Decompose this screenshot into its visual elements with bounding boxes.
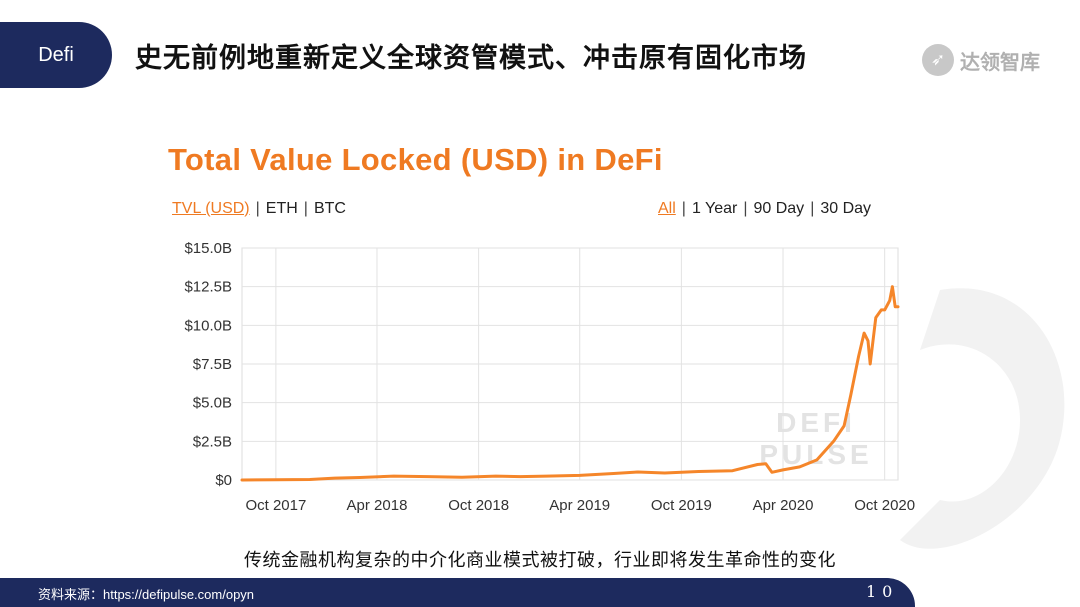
toggle-separator: |	[255, 200, 260, 217]
section-tag-label: Defi	[38, 43, 74, 66]
x-tick-label: Oct 2019	[651, 497, 712, 514]
x-tick-label: Apr 2018	[347, 497, 408, 514]
y-axis: $0 $2.5B $5.0B $7.5B $10.0B $12.5B $15.0B	[184, 240, 232, 489]
x-tick-label: Apr 2020	[753, 497, 814, 514]
y-tick-label: $12.5B	[184, 279, 232, 296]
brand-logo-text: 达领智库	[960, 51, 1040, 74]
tvl-line-chart: DEFI PULSE $0 $2.5B $5.0B $7.5B $10.0B $12.5B…	[184, 240, 915, 514]
footer-bar: 资料来源：https://defipulse.com/opyn 10	[0, 578, 915, 607]
x-tick-label: Oct 2020	[854, 497, 915, 514]
page-number: 10	[866, 582, 899, 601]
chart-series	[240, 285, 900, 482]
defi-pulse-watermark: DEFI PULSE	[759, 407, 872, 470]
x-tick-label: Oct 2018	[448, 497, 509, 514]
chart-grid	[241, 247, 899, 481]
metric-toggle-group: TVL (USD) | ETH | BTC	[172, 200, 346, 218]
toggle-eth[interactable]: ETH	[265, 200, 298, 217]
y-tick-label: $0	[215, 472, 232, 489]
x-tick-label: Apr 2019	[549, 497, 610, 514]
range-toggle-group: All | 1 Year | 90 Day | 30 Day	[658, 200, 871, 218]
rocket-icon: ➶	[922, 44, 954, 76]
y-tick-label: $5.0B	[193, 395, 232, 412]
source-note: 资料来源：https://defipulse.com/opyn	[38, 587, 255, 602]
chart-title: Total Value Locked (USD) in DeFi	[168, 142, 663, 177]
y-tick-label: $15.0B	[184, 240, 232, 257]
tvl-series-line	[240, 285, 900, 482]
toggle-separator: |	[681, 200, 686, 217]
toggle-1-year[interactable]: 1 Year	[691, 200, 738, 217]
y-tick-label: $2.5B	[193, 433, 232, 450]
toggle-btc[interactable]: BTC	[313, 200, 346, 217]
toggle-30-day[interactable]: 30 Day	[820, 200, 872, 217]
x-tick-label: Oct 2017	[245, 497, 306, 514]
y-tick-label: $7.5B	[193, 356, 232, 373]
brand-logo: ➶ 达领智库	[922, 44, 1040, 76]
watermark-line-2: PULSE	[759, 439, 872, 470]
toggle-separator: |	[810, 200, 815, 217]
toggle-separator: |	[303, 200, 308, 217]
y-tick-label: $10.0B	[184, 317, 232, 334]
toggle-tvl-usd[interactable]: TVL (USD)	[172, 200, 250, 217]
slide-caption: 传统金融机构复杂的中介化商业模式被打破，行业即将发生革命性的变化	[244, 550, 836, 570]
background-decoration	[900, 288, 1065, 549]
toggle-all[interactable]: All	[658, 200, 676, 217]
toggle-90-day[interactable]: 90 Day	[753, 200, 805, 217]
section-tag: Defi	[0, 22, 112, 88]
toggle-separator: |	[743, 200, 748, 217]
slide-title: 史无前例地重新定义全球资管模式、冲击原有固化市场	[135, 43, 807, 73]
x-axis: Oct 2017 Apr 2018 Oct 2018 Apr 2019 Oct 2019…	[245, 497, 915, 514]
